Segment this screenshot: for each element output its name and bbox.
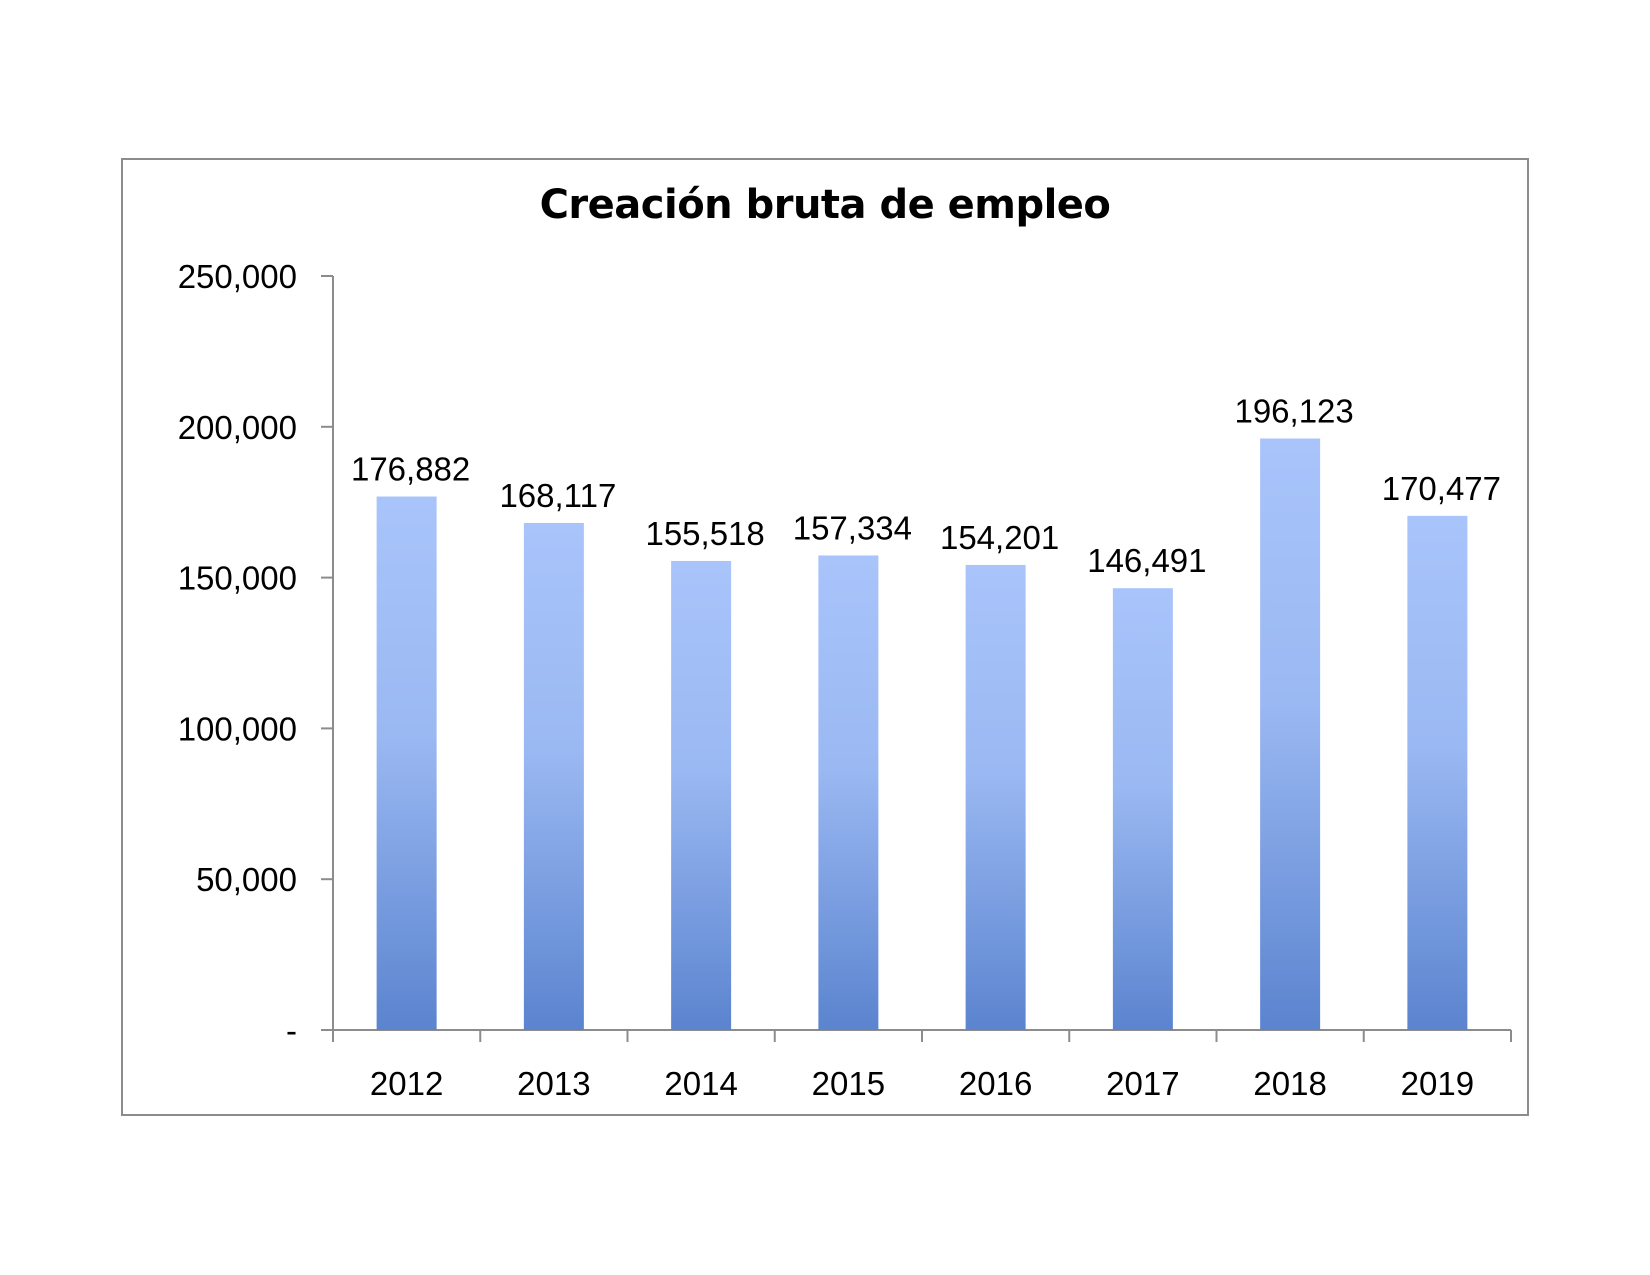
bar-chart: - 50,000 100,000 150,000 200,000 250,000 2012…: [178, 258, 1512, 1102]
bar-2013: [523, 522, 584, 1030]
x-tick-label: 2019: [1401, 1065, 1474, 1102]
bar-2017: [1112, 588, 1173, 1030]
x-tick-label: 2013: [517, 1065, 590, 1102]
x-tick-label: 2012: [370, 1065, 443, 1102]
data-label: 157,334: [793, 509, 912, 546]
y-tick-label: -: [286, 1012, 297, 1049]
data-label: 176,882: [351, 451, 470, 488]
y-tick-label: 100,000: [178, 710, 297, 747]
y-tick-label: 50,000: [196, 861, 297, 898]
data-label: 170,477: [1382, 470, 1501, 507]
data-label: 168,117: [499, 477, 616, 514]
bar-2018: [1260, 438, 1321, 1030]
x-tick-label: 2015: [812, 1065, 885, 1102]
data-label: 155,518: [645, 515, 764, 552]
bar-2019: [1407, 515, 1468, 1030]
x-tick-label: 2017: [1106, 1065, 1179, 1102]
bar-2015: [818, 555, 879, 1030]
data-labels: 176,882 168,117 155,518 157,334 154,201 146,4…: [351, 392, 1501, 579]
x-axis: 2012 2013 2014 2015 2016 2017 2018 2019: [332, 1029, 1512, 1102]
y-tick-label: 150,000: [178, 560, 297, 597]
y-axis: - 50,000 100,000 150,000 200,000 250,000: [178, 258, 334, 1049]
chart-frame: Creación bruta de empleo - 50,000 100,000 1…: [121, 158, 1529, 1116]
x-tick-label: 2018: [1253, 1065, 1326, 1102]
chart-title: Creación bruta de empleo: [539, 182, 1111, 228]
data-label: 154,201: [940, 519, 1059, 556]
bar-2016: [965, 564, 1026, 1030]
data-label: 146,491: [1087, 542, 1206, 579]
y-tick-label: 250,000: [178, 258, 297, 295]
bars: [376, 438, 1468, 1030]
bar-2012: [376, 496, 437, 1030]
x-tick-label: 2014: [664, 1065, 737, 1102]
bar-2014: [671, 560, 732, 1030]
x-tick-label: 2016: [959, 1065, 1032, 1102]
data-label: 196,123: [1234, 392, 1353, 429]
y-tick-label: 200,000: [178, 409, 297, 446]
